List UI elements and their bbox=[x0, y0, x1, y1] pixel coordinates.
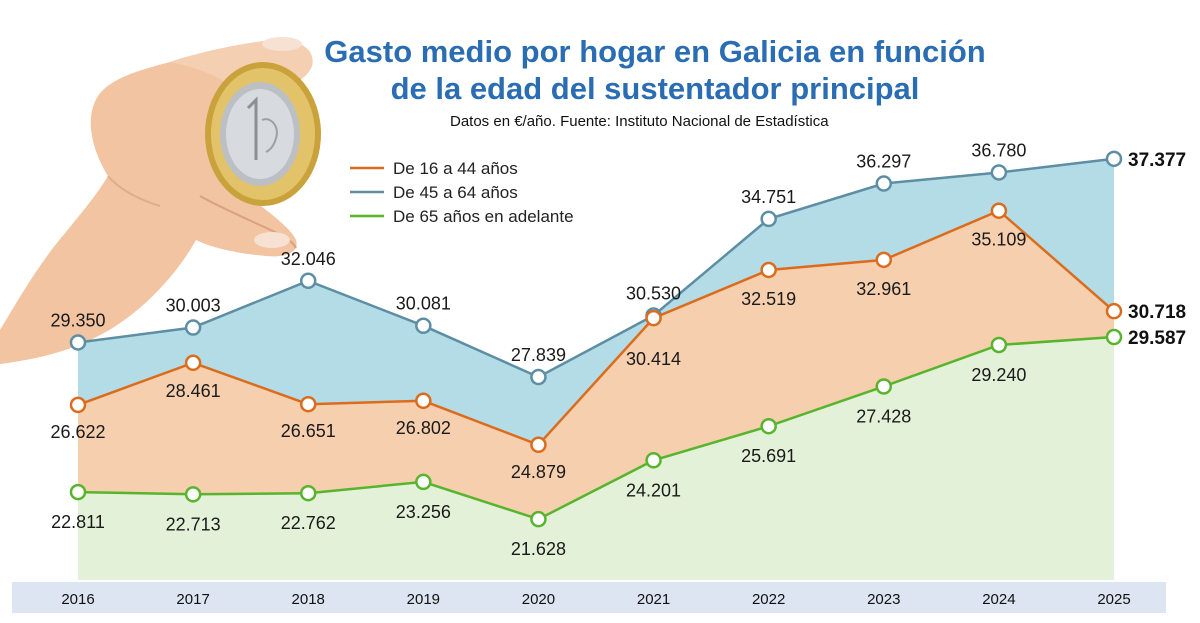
label-45-64-2020: 27.839 bbox=[511, 345, 566, 365]
legend-label-65: De 65 años en adelante bbox=[393, 207, 574, 226]
label-65-2021: 24.201 bbox=[626, 480, 681, 500]
marker-45-64-2016 bbox=[69, 334, 87, 351]
label-65-2016: 22.811 bbox=[51, 512, 105, 532]
marker-65-2022 bbox=[760, 417, 777, 435]
marker-16-44-2023 bbox=[875, 251, 893, 269]
label-16-44-2017: 28.461 bbox=[166, 381, 221, 401]
marker-65-2016 bbox=[69, 483, 87, 501]
x-tick-2025: 2025 bbox=[1097, 591, 1130, 608]
marker-65-2021 bbox=[645, 452, 662, 469]
legend-label-45-64: De 45 a 64 años bbox=[393, 183, 518, 202]
label-65-2018: 22.762 bbox=[281, 513, 336, 533]
label-65-2017: 22.713 bbox=[166, 514, 221, 534]
marker-16-44-2019 bbox=[415, 392, 432, 410]
marker-45-64-2018 bbox=[299, 272, 317, 290]
label-16-44-2025: 30.718 bbox=[1128, 302, 1186, 323]
marker-16-44-2018 bbox=[299, 395, 317, 413]
marker-65-2024 bbox=[990, 336, 1008, 354]
marker-45-64-2023 bbox=[875, 175, 893, 192]
label-65-2023: 27.428 bbox=[856, 406, 911, 426]
label-45-64-2016: 29.350 bbox=[50, 310, 105, 330]
chart-title-line-1: Gasto medio por hogar en Galicia en func… bbox=[324, 34, 985, 69]
marker-65-2020 bbox=[530, 510, 547, 528]
data-labels: 29.350 30.003 32.046 30.081 27.839 30.530 34.7… bbox=[50, 140, 1186, 559]
label-65-2022: 25.691 bbox=[741, 446, 796, 466]
legend: De 16 a 44 años De 45 a 64 años De 65 añ… bbox=[350, 159, 574, 226]
label-16-44-2024: 35.109 bbox=[971, 230, 1026, 250]
plot-markers bbox=[69, 150, 1123, 528]
label-45-64-2025: 37.377 bbox=[1128, 150, 1186, 171]
chart-subtitle: Datos en €/año. Fuente: Instituto Nacion… bbox=[450, 113, 829, 130]
line-16-44 bbox=[77, 209, 1115, 447]
marker-65-2023 bbox=[875, 378, 893, 395]
x-tick-2017: 2017 bbox=[176, 591, 209, 608]
marker-65-2025 bbox=[1105, 328, 1123, 346]
label-16-44-2023: 32.961 bbox=[856, 279, 911, 299]
marker-45-64-2017 bbox=[184, 319, 202, 336]
hand-coin-illustration bbox=[0, 37, 321, 364]
x-tick-2019: 2019 bbox=[407, 591, 440, 608]
x-tick-2018: 2018 bbox=[292, 591, 325, 608]
marker-16-44-2017 bbox=[184, 354, 202, 372]
marker-65-2018 bbox=[299, 484, 317, 502]
x-tick-2021: 2021 bbox=[637, 591, 670, 608]
label-65-2020: 21.628 bbox=[511, 539, 566, 559]
legend-label-16-44: De 16 a 44 años bbox=[393, 159, 518, 178]
label-16-44-2019: 26.802 bbox=[396, 418, 451, 438]
marker-16-44-2024 bbox=[990, 202, 1008, 219]
marker-65-2017 bbox=[184, 486, 202, 503]
label-16-44-2020: 24.879 bbox=[511, 462, 566, 482]
marker-16-44-2022 bbox=[760, 261, 777, 279]
marker-16-44-2016 bbox=[69, 396, 87, 414]
x-tick-2020: 2020 bbox=[522, 591, 555, 608]
marker-16-44-2021 bbox=[645, 309, 662, 327]
line-45-64 bbox=[77, 157, 1115, 379]
label-16-44-2018: 26.651 bbox=[281, 421, 336, 441]
marker-16-44-2020 bbox=[530, 436, 547, 454]
label-45-64-2018: 32.046 bbox=[281, 249, 336, 269]
chart-title-line-2: de la edad del sustentador principal bbox=[391, 71, 920, 106]
marker-45-64-2024 bbox=[990, 164, 1008, 181]
label-45-64-2019: 30.081 bbox=[396, 294, 451, 314]
label-45-64-2022: 34.751 bbox=[741, 187, 796, 207]
marker-45-64-2022 bbox=[760, 210, 777, 228]
line-65 bbox=[77, 335, 1115, 521]
x-tick-2023: 2023 bbox=[867, 591, 900, 608]
label-65-2019: 23.256 bbox=[396, 502, 451, 522]
label-45-64-2017: 30.003 bbox=[166, 296, 221, 316]
x-axis-ticks: 2016 2017 2018 2019 2020 2021 2022 2023 2024 2025 bbox=[61, 591, 1130, 608]
label-16-44-2022: 32.519 bbox=[741, 289, 796, 309]
x-axis-band bbox=[12, 582, 1166, 613]
label-65-2025: 29.587 bbox=[1128, 328, 1186, 349]
label-16-44-2016: 26.622 bbox=[50, 422, 105, 442]
x-tick-2016: 2016 bbox=[61, 591, 94, 608]
marker-45-64-2019 bbox=[415, 317, 432, 334]
marker-45-64-2020 bbox=[530, 368, 547, 386]
label-16-44-2021: 30.414 bbox=[626, 349, 681, 369]
x-tick-2024: 2024 bbox=[982, 591, 1015, 608]
label-45-64-2023: 36.297 bbox=[856, 152, 911, 172]
marker-65-2019 bbox=[415, 473, 432, 491]
x-tick-2022: 2022 bbox=[752, 591, 785, 608]
marker-16-44-2025 bbox=[1105, 302, 1123, 320]
marker-45-64-2025 bbox=[1105, 150, 1123, 168]
plot-lines bbox=[77, 157, 1115, 521]
plot-areas bbox=[78, 158, 1114, 581]
area-65 bbox=[78, 337, 1114, 580]
label-45-64-2024: 36.780 bbox=[971, 140, 1026, 160]
label-45-64-2021: 30.530 bbox=[626, 283, 681, 303]
label-65-2024: 29.240 bbox=[971, 365, 1026, 385]
